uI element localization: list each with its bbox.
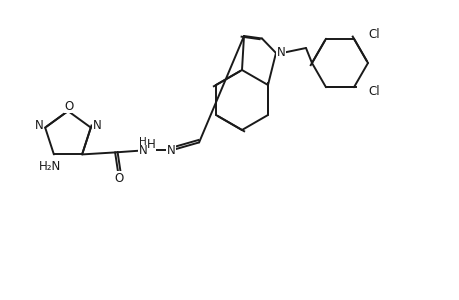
Text: O: O [64,100,73,112]
Text: N: N [139,144,147,157]
Text: Cl: Cl [367,28,379,41]
Text: N: N [92,119,101,132]
Text: N: N [166,144,175,157]
Text: N: N [35,119,44,132]
Text: O: O [114,172,123,185]
Text: N: N [276,46,285,59]
Text: Cl: Cl [367,85,379,98]
Text: H: H [147,138,156,151]
Text: H: H [139,137,147,147]
Text: H₂N: H₂N [39,160,61,173]
